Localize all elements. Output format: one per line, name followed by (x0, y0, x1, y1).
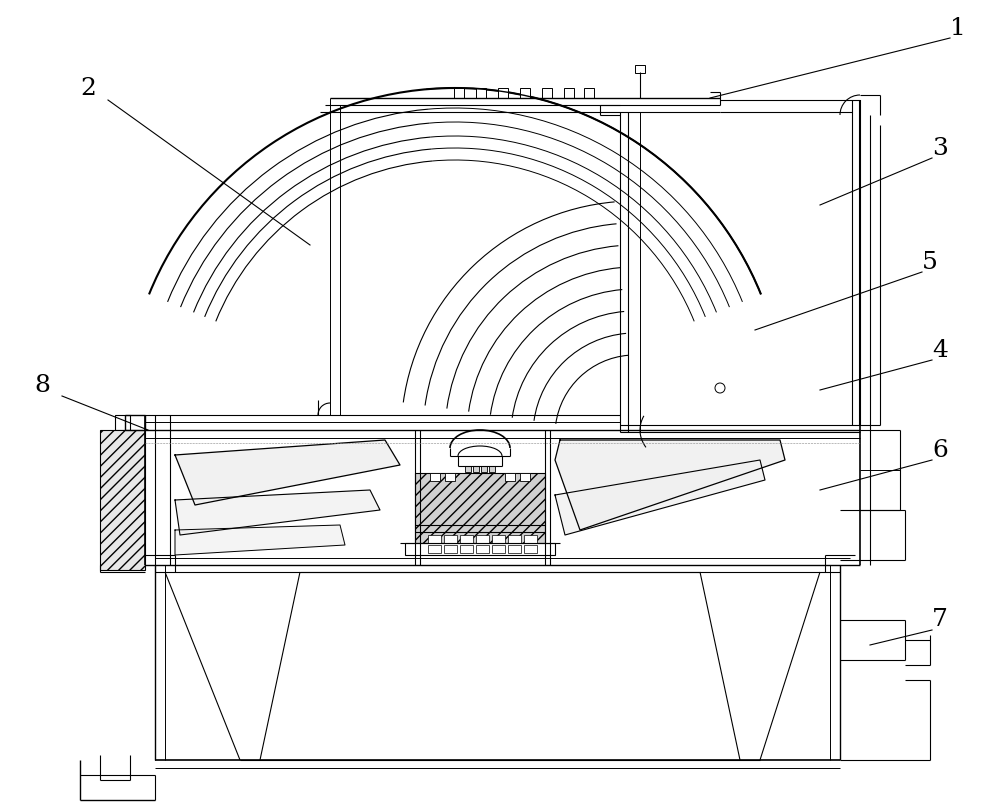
Bar (473, 466, 479, 472)
Bar (492, 535, 505, 543)
Text: 7: 7 (932, 608, 948, 632)
Text: 4: 4 (932, 338, 948, 362)
Bar (415, 473, 545, 543)
Text: 2: 2 (80, 77, 96, 100)
Bar (508, 545, 521, 553)
Circle shape (715, 383, 725, 393)
Bar (520, 473, 530, 481)
Bar (460, 545, 473, 553)
Bar (564, 88, 574, 98)
Polygon shape (175, 525, 345, 555)
Bar (428, 545, 441, 553)
Bar (444, 545, 457, 553)
Bar (584, 88, 594, 98)
Bar (492, 545, 505, 553)
Bar (454, 88, 464, 98)
Bar (476, 88, 486, 98)
Bar (542, 88, 552, 98)
Polygon shape (555, 460, 765, 535)
Bar (476, 535, 489, 543)
Bar (481, 466, 487, 472)
Bar (100, 430, 145, 570)
Text: 5: 5 (922, 251, 938, 273)
Bar (405, 543, 555, 555)
Bar (520, 88, 530, 98)
Polygon shape (175, 490, 380, 535)
Bar (498, 88, 508, 98)
Text: 6: 6 (932, 438, 948, 461)
Polygon shape (555, 440, 785, 530)
Bar (115, 415, 130, 430)
Bar (505, 473, 515, 481)
Bar (430, 473, 440, 481)
Text: 8: 8 (34, 374, 50, 396)
Bar (635, 65, 645, 73)
Bar (476, 545, 489, 553)
Bar (428, 535, 441, 543)
Bar (460, 535, 473, 543)
Bar (489, 466, 495, 472)
Bar (524, 545, 537, 553)
Bar (508, 535, 521, 543)
Bar (524, 535, 537, 543)
Polygon shape (175, 440, 400, 505)
Bar (445, 473, 455, 481)
Text: 1: 1 (950, 16, 966, 40)
Text: 3: 3 (932, 137, 948, 159)
Bar (465, 466, 471, 472)
Bar (444, 535, 457, 543)
